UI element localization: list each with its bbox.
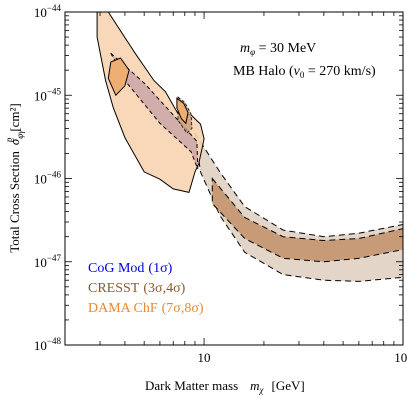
y-tick-label: 10−48	[34, 336, 62, 353]
svg-text:Total Cross Sectionσφγp[cm²]: Total Cross Sectionσφγp[cm²]	[4, 103, 25, 253]
svg-text:mφ = 30 MeV: mφ = 30 MeV	[240, 41, 316, 57]
data-regions	[96, 12, 403, 282]
x-axis-title: Dark Matter mass mχ [GeV]	[145, 378, 305, 395]
annotation-mass: mφ = 30 MeV	[240, 41, 316, 57]
cresst-3sigma-region	[211, 177, 403, 263]
svg-text:MB Halo (v0 = 270 km/s): MB Halo (v0 = 270 km/s)	[233, 64, 376, 80]
legend-cog: CoG Mod (1σ)	[88, 261, 173, 276]
legend: CoG Mod (1σ) CRESST (3σ,4σ) DAMA ChF (7σ,8σ…	[88, 261, 204, 316]
legend-cresst: CRESST (3σ,4σ)	[88, 281, 186, 296]
axis-ticks: 10 102 10−44 10−45 10−46 10−47 10−48	[34, 3, 407, 365]
y-tick-label: 10−45	[34, 86, 62, 103]
annotation-halo: MB Halo (v0 = 270 km/s)	[233, 64, 376, 80]
y-axis-title: Total Cross Sectionσφγp[cm²]	[4, 103, 25, 253]
dama-7sigma-island	[107, 57, 130, 97]
x-tick-label: 102	[394, 348, 407, 365]
x-tick-label: 10	[198, 350, 211, 365]
legend-dama: DAMA ChF (7σ,8σ)	[88, 301, 204, 316]
y-tick-label: 10−44	[34, 3, 62, 20]
cog-1sigma-region	[110, 52, 199, 170]
y-tick-label: 10−46	[34, 170, 62, 187]
y-tick-label: 10−47	[34, 253, 62, 270]
dama-7sigma-island	[176, 97, 189, 125]
